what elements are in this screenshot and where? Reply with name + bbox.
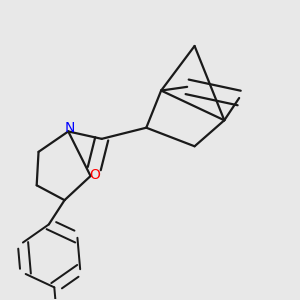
Text: N: N: [64, 121, 75, 135]
Text: O: O: [89, 168, 100, 182]
